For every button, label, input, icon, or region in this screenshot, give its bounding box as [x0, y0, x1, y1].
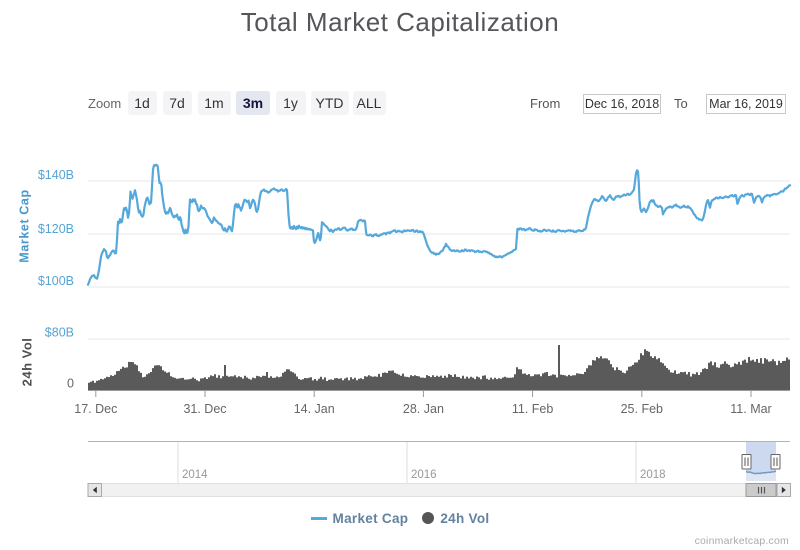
- svg-text:28. Jan: 28. Jan: [403, 402, 444, 416]
- svg-text:17. Dec: 17. Dec: [74, 402, 117, 416]
- svg-text:$100B: $100B: [38, 274, 74, 288]
- svg-text:14. Jan: 14. Jan: [294, 402, 335, 416]
- svg-text:$120B: $120B: [38, 222, 74, 236]
- svg-text:$80B: $80B: [45, 326, 74, 340]
- svg-text:25. Feb: 25. Feb: [621, 402, 663, 416]
- svg-text:2018: 2018: [640, 469, 666, 481]
- svg-text:$140B: $140B: [38, 168, 74, 182]
- svg-text:0: 0: [67, 377, 74, 391]
- svg-text:2016: 2016: [411, 469, 437, 481]
- svg-text:31. Dec: 31. Dec: [183, 402, 226, 416]
- svg-text:24h Vol: 24h Vol: [20, 338, 35, 387]
- svg-text:Market Cap: Market Cap: [18, 189, 32, 262]
- svg-text:11. Feb: 11. Feb: [512, 402, 554, 416]
- svg-text:11. Mar: 11. Mar: [730, 402, 771, 416]
- svg-text:2014: 2014: [182, 469, 208, 481]
